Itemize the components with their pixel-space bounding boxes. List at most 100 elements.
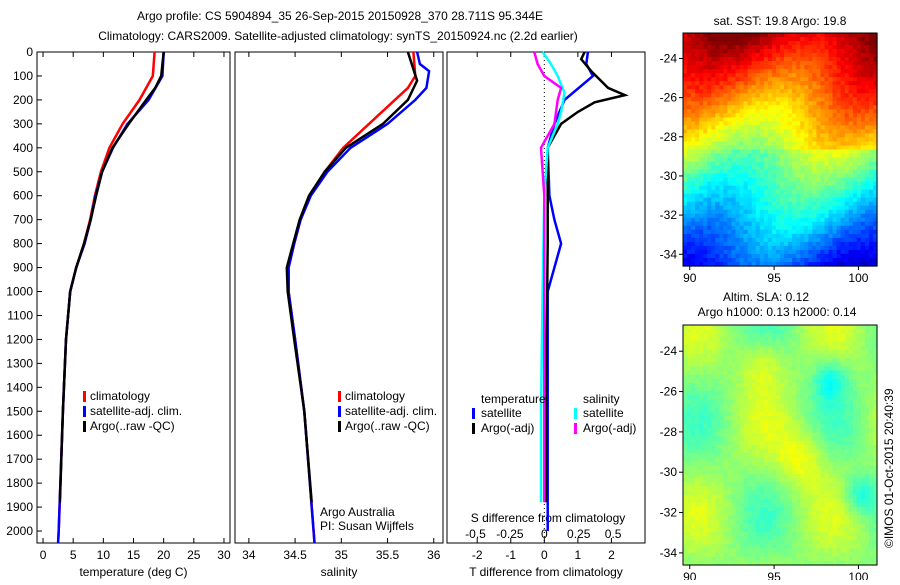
map-cell (869, 457, 874, 462)
map-cell (804, 53, 809, 58)
map-cell (740, 218, 745, 223)
map-cell (837, 81, 842, 86)
map-cell (857, 214, 862, 219)
map-cell (760, 238, 765, 243)
map-cell (728, 150, 733, 155)
map-cell (849, 387, 854, 392)
plot-frame (37, 52, 230, 543)
map-cell (825, 491, 830, 496)
map-cell (744, 49, 749, 54)
map-cell (768, 234, 773, 239)
map-cell (776, 105, 781, 110)
map-cell (715, 53, 720, 58)
map-cell (829, 85, 834, 90)
map-cell (804, 93, 809, 98)
map-cell (699, 404, 704, 409)
map-cell (845, 400, 850, 405)
map-cell (691, 57, 696, 62)
map-cell (687, 73, 692, 78)
map-cell (841, 250, 846, 255)
map-cell (715, 428, 720, 433)
map-cell (776, 166, 781, 171)
map-cell (841, 354, 846, 359)
map-cell (849, 453, 854, 458)
map-cell (788, 45, 793, 50)
map-cell (691, 474, 696, 479)
map-cell (691, 333, 696, 338)
map-cell (744, 206, 749, 211)
map-cell (829, 73, 834, 78)
map-cell (788, 486, 793, 491)
map-cell (723, 41, 728, 46)
map-cell (812, 218, 817, 223)
map-cell (849, 230, 854, 235)
map-cell (829, 206, 834, 211)
map-cell (732, 379, 737, 384)
map-cell (841, 194, 846, 199)
map-cell (740, 234, 745, 239)
map-cell (740, 69, 745, 74)
map-cell (756, 366, 761, 371)
map-cell (792, 408, 797, 413)
y-tick-label: 0 (26, 45, 33, 59)
map-cell (752, 445, 757, 450)
map-cell (812, 433, 817, 438)
map-cell (687, 57, 692, 62)
map-cell (865, 441, 870, 446)
map-cell (703, 214, 708, 219)
map-cell (865, 466, 870, 471)
map-cell (695, 166, 700, 171)
map-cell (853, 234, 858, 239)
map-cell (780, 85, 785, 90)
map-cell (776, 230, 781, 235)
map-cell (808, 383, 813, 388)
map-cell (683, 416, 688, 421)
map-cell (732, 342, 737, 347)
map-cell (812, 162, 817, 167)
map-cell (723, 121, 728, 126)
map-cell (728, 137, 733, 142)
map-cell (816, 346, 821, 351)
map-cell (740, 113, 745, 118)
map-cell (695, 121, 700, 126)
map-cell (715, 242, 720, 247)
map-cell (748, 453, 753, 458)
map-cell (800, 350, 805, 355)
map-cell (869, 342, 874, 347)
map-cell (869, 113, 874, 118)
map-cell (732, 105, 737, 110)
map-cell (756, 462, 761, 467)
map-cell (804, 478, 809, 483)
map-cell (865, 242, 870, 247)
map-cell (820, 174, 825, 179)
map-cell (764, 342, 769, 347)
y-tick-label: 800 (13, 237, 33, 251)
map-cell (776, 162, 781, 167)
map-cell (857, 222, 862, 227)
map-cell (857, 395, 862, 400)
map-cell (869, 391, 874, 396)
map-cell (732, 412, 737, 417)
map-cell (691, 495, 696, 500)
map-cell (748, 73, 753, 78)
map-cell (768, 246, 773, 251)
map-cell (853, 466, 858, 471)
map-cell (865, 470, 870, 475)
map-cell (699, 412, 704, 417)
map-cell (841, 81, 846, 86)
map-cell (699, 234, 704, 239)
map-cell (800, 129, 805, 134)
map-cell (820, 73, 825, 78)
map-cell (691, 170, 696, 175)
map-cell (792, 182, 797, 187)
map-cell (816, 486, 821, 491)
map-cell (723, 101, 728, 106)
map-cell (728, 97, 733, 102)
map-cell (796, 154, 801, 159)
map-cell (845, 137, 850, 142)
map-cell (849, 125, 854, 130)
map-cell (703, 449, 708, 454)
map-cell (776, 412, 781, 417)
map-cell (784, 387, 789, 392)
